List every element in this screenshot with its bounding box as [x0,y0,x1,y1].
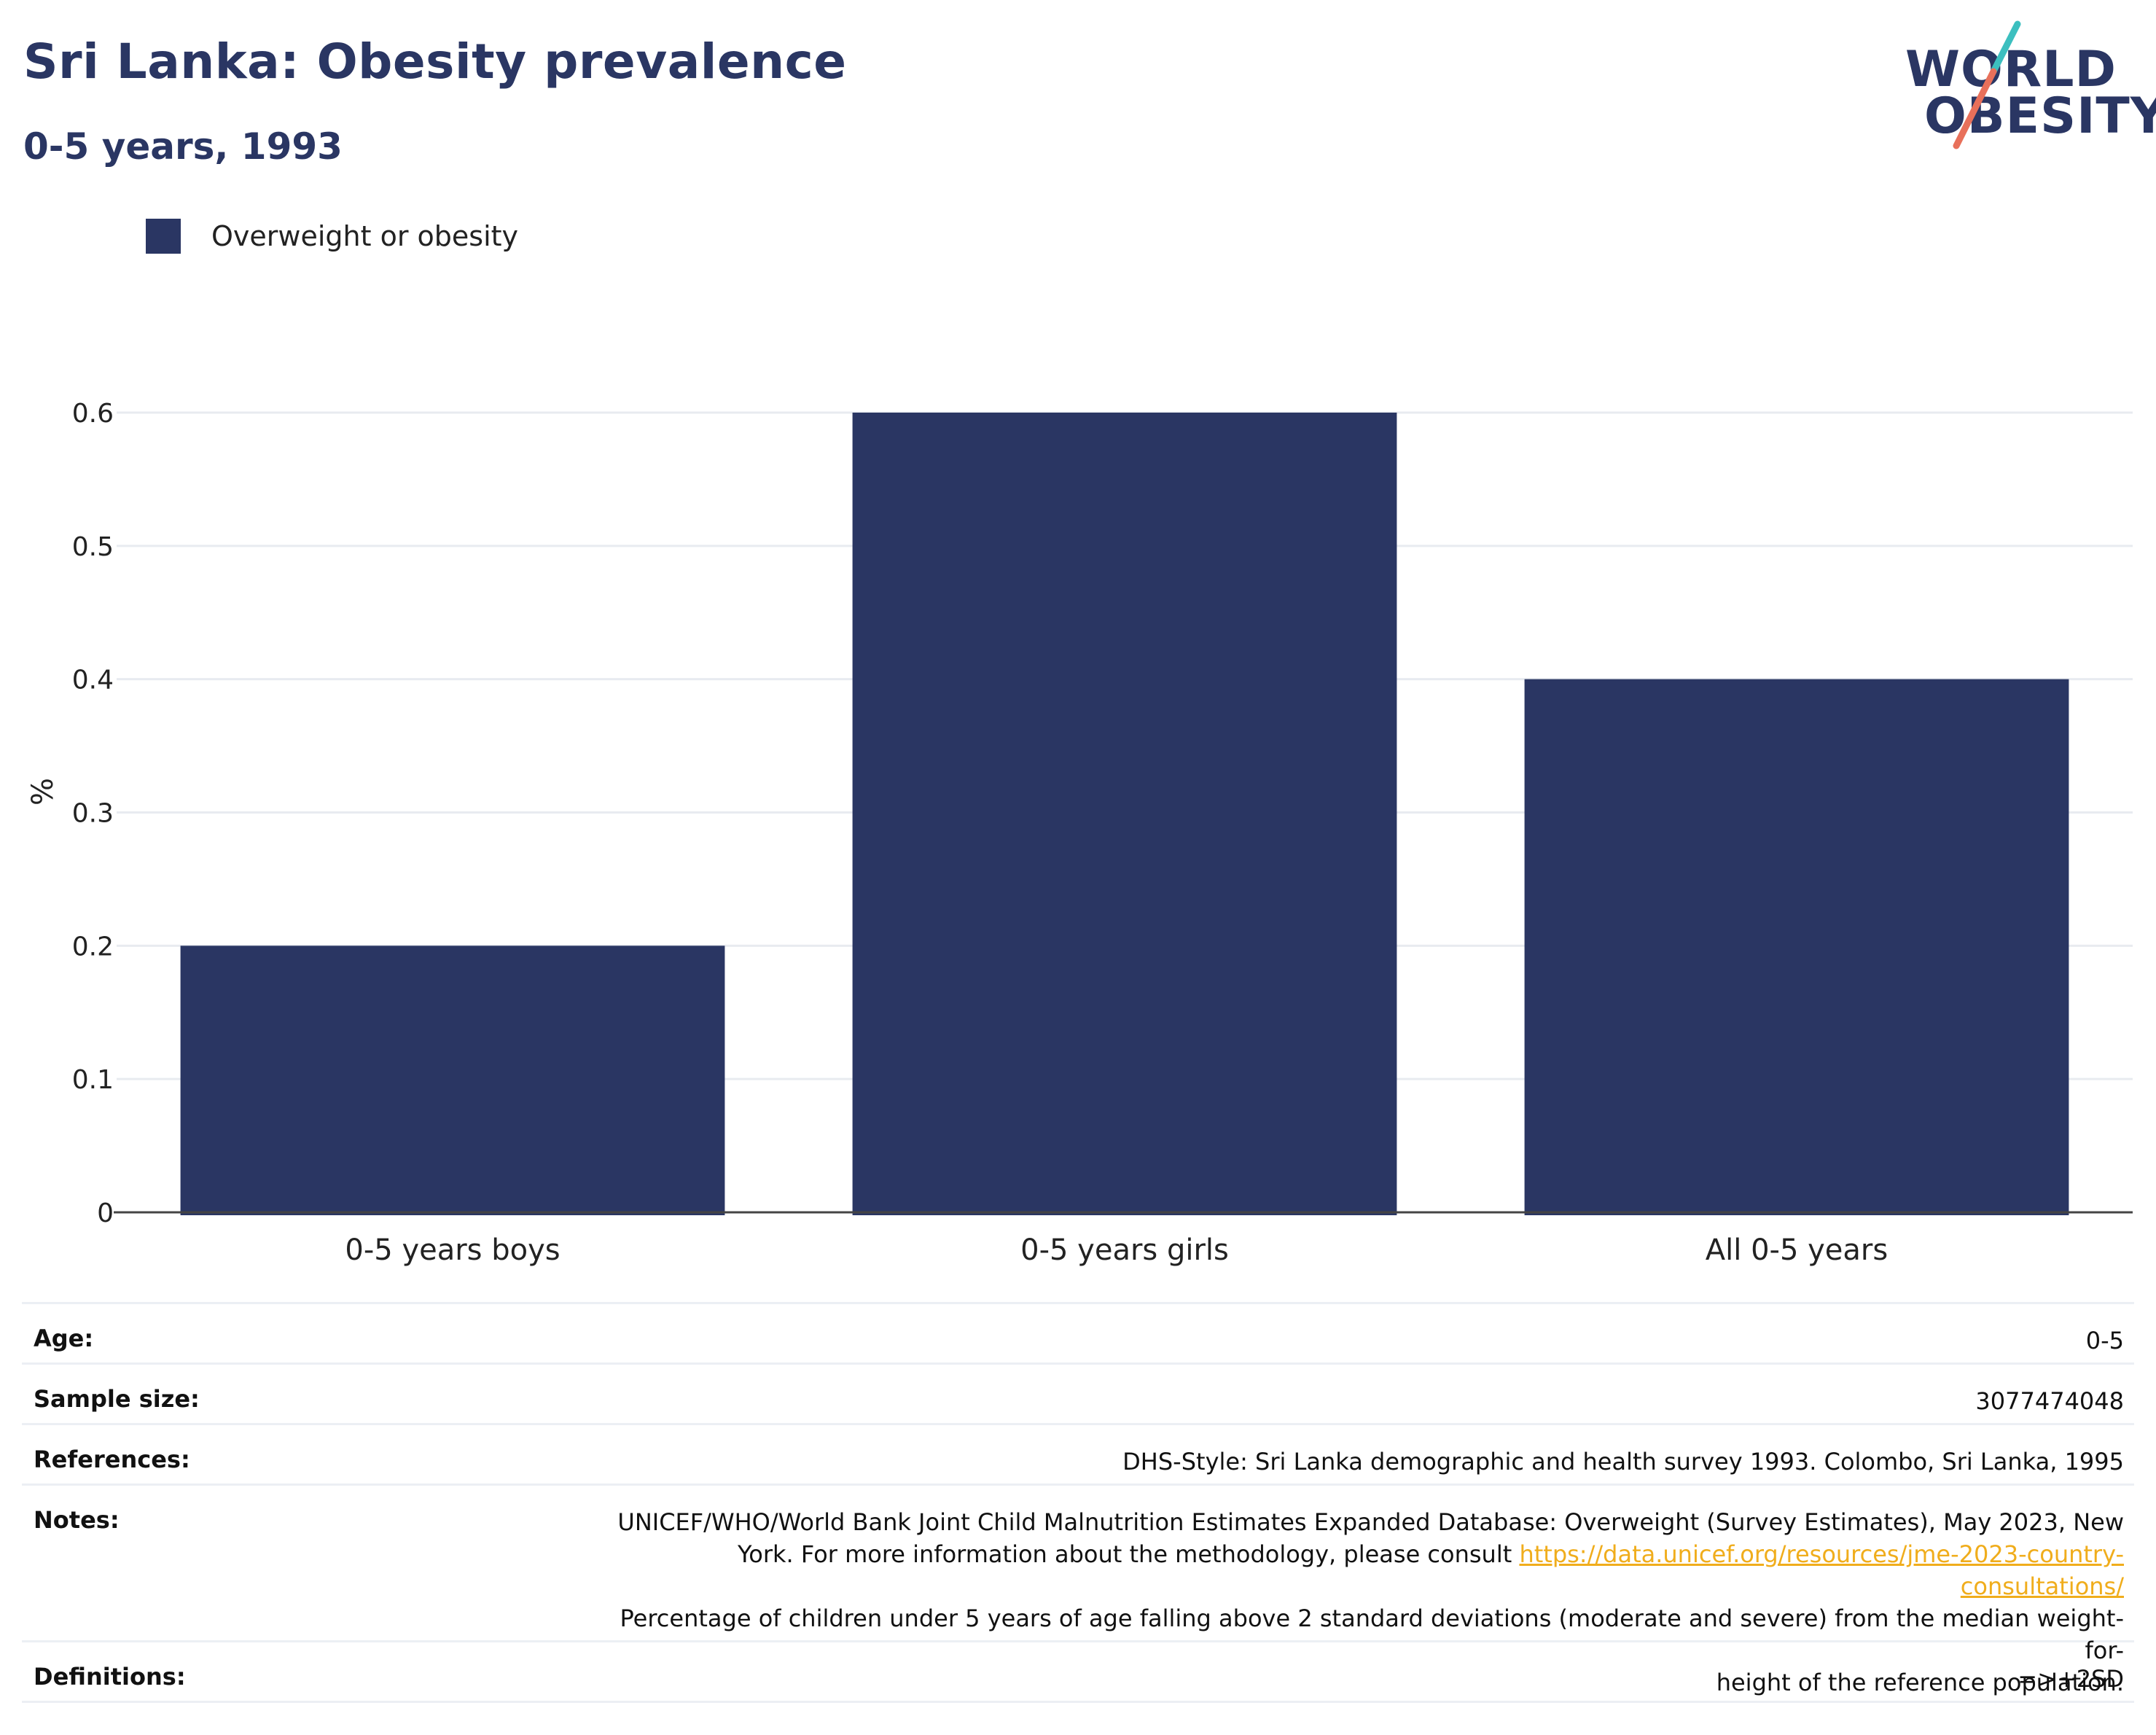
info-label-notes: Notes: [34,1506,120,1534]
info-row-age: Age: 0-5 [22,1302,2134,1362]
notes-line-2: York. For more information about the met… [593,1538,2124,1602]
y-tick-label: 0.5 [72,532,114,562]
logo-slash-icon [1953,20,2021,149]
info-row-notes: Notes: UNICEF/WHO/World Bank Joint Child… [22,1483,2134,1696]
notes-line-1: UNICEF/WHO/World Bank Joint Child Malnut… [617,1508,2124,1536]
y-axis-title: % [26,778,60,806]
chart-subtitle: 0-5 years, 1993 [23,125,343,168]
notes-line-2-text: York. For more information about the met… [737,1540,1520,1568]
x-tick-label: All 0-5 years [1706,1233,1888,1267]
y-tick-label: 0.6 [72,399,114,429]
x-tick-label: 0-5 years girls [1020,1233,1229,1267]
info-value-references: DHS-Style: Sri Lanka demographic and hea… [1122,1448,2124,1475]
bar [1524,679,2069,1215]
info-value-notes: UNICEF/WHO/World Bank Joint Child Malnut… [593,1486,2134,1699]
legend-swatch [146,219,181,254]
y-tick-label: 0.4 [72,666,114,695]
info-row-definitions: Definitions: =>+2SD [22,1640,2134,1703]
info-row-references: References: DHS-Style: Sri Lanka demogra… [22,1423,2134,1483]
bar [852,413,1397,1215]
bar [180,946,725,1215]
info-table: Age: 0-5 Sample size: 3077474048 Referen… [22,1302,2134,1703]
legend-label: Overweight or obesity [211,220,519,252]
info-value-definitions: =>+2SD [2018,1665,2124,1693]
y-tick-label: 0 [97,1198,114,1228]
chart-legend: Overweight or obesity [146,219,518,254]
y-tick-label: 0.3 [72,799,114,829]
x-tick-label: 0-5 years boys [345,1233,560,1267]
y-tick-label: 0.1 [72,1065,114,1095]
chart-title: Sri Lanka: Obesity prevalence [23,34,847,90]
info-value-age: 0-5 [2085,1327,2124,1354]
info-row-sample-size: Sample size: 3077474048 [22,1362,2134,1423]
methodology-link[interactable]: https://data.unicef.org/resources/jme-20… [1519,1540,2124,1600]
bar-chart: 0 0.1 0.2 0.3 0.4 0.5 0.6% 0-5 years boys 0-5 ye… [26,399,2133,1267]
info-label-references: References: [34,1446,190,1473]
notes-line-4: height of the reference population. [1716,1669,2124,1696]
world-obesity-logo: WORLD OBESITY [1895,20,2156,159]
logo-word-world: WORLD [1905,41,2117,98]
y-tick-label: 0.2 [72,932,114,962]
info-value-sample-size: 3077474048 [1975,1387,2124,1415]
notes-line-3: Percentage of children under 5 years of … [620,1605,2125,1664]
info-label-definitions: Definitions: [34,1663,186,1691]
info-label-age: Age: [34,1325,94,1352]
info-label-sample-size: Sample size: [34,1385,200,1413]
